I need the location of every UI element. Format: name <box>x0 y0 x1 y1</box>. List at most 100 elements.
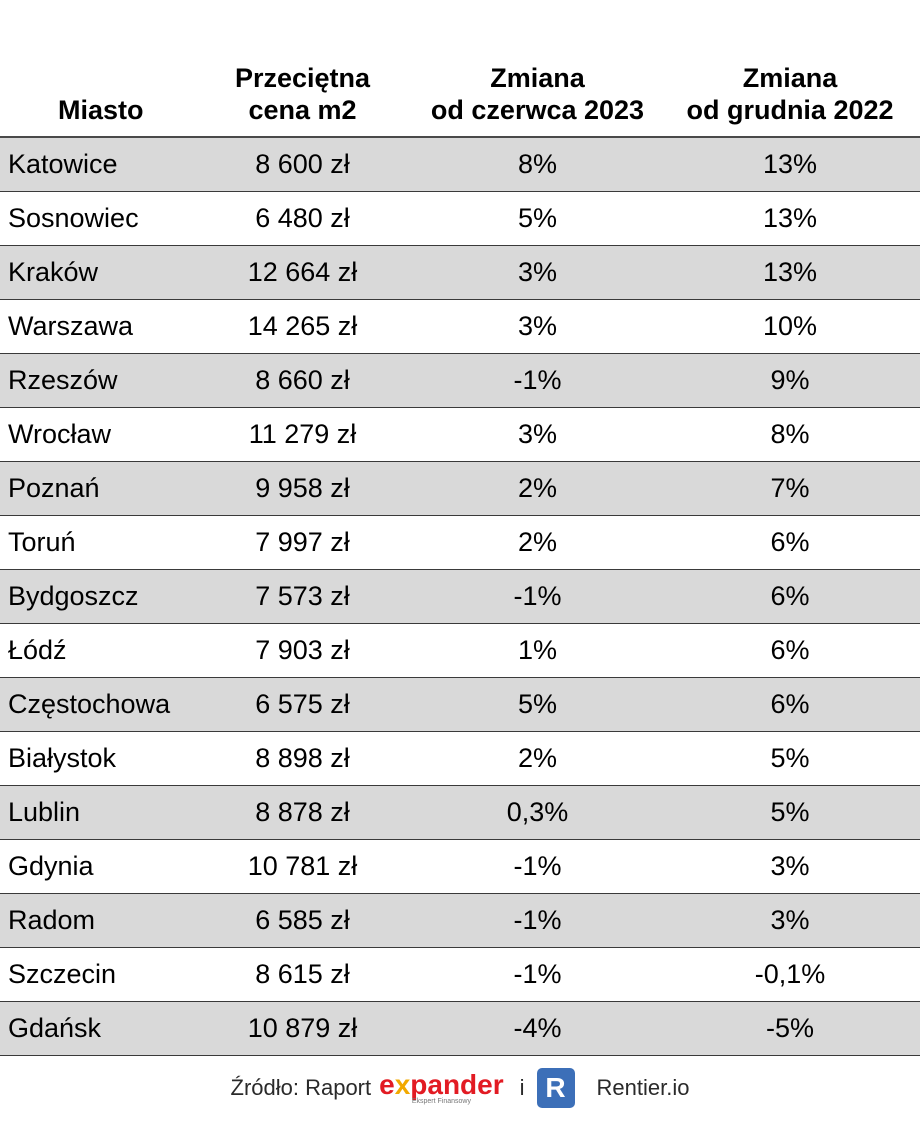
cell-price: 6 585 zł <box>190 893 415 948</box>
cell-change-jun2023: 3% <box>415 299 660 354</box>
cell-price: 8 600 zł <box>190 137 415 192</box>
cell-change-jun2023: 2% <box>415 461 660 516</box>
cell-price: 14 265 zł <box>190 299 415 354</box>
table-row: Gdynia 10 781 zł -1% 3% <box>0 839 920 894</box>
cell-price: 8 878 zł <box>190 785 415 840</box>
cell-price: 9 958 zł <box>190 461 415 516</box>
cell-price: 10 781 zł <box>190 839 415 894</box>
cell-price: 8 660 zł <box>190 353 415 408</box>
header-city: Miasto <box>0 36 190 138</box>
cell-change-dec2022: 6% <box>660 569 920 624</box>
cell-change-jun2023: -1% <box>415 569 660 624</box>
cell-price: 7 997 zł <box>190 515 415 570</box>
cell-city: Kraków <box>0 245 190 300</box>
table-row: Białystok 8 898 zł 2% 5% <box>0 731 920 786</box>
cell-change-dec2022: 8% <box>660 407 920 462</box>
header-change-dec2022-line2: od grudnia 2022 <box>686 95 894 125</box>
cell-city: Bydgoszcz <box>0 569 190 624</box>
cell-change-dec2022: 6% <box>660 623 920 678</box>
expander-wordmark-x: x <box>394 1068 411 1100</box>
cell-change-jun2023: 0,3% <box>415 785 660 840</box>
cell-change-dec2022: 5% <box>660 731 920 786</box>
cell-change-jun2023: 5% <box>415 677 660 732</box>
cell-city: Warszawa <box>0 299 190 354</box>
cell-city: Poznań <box>0 461 190 516</box>
table-row: Gdańsk 10 879 zł -4% -5% <box>0 1001 920 1056</box>
cell-price: 7 903 zł <box>190 623 415 678</box>
cell-city: Białystok <box>0 731 190 786</box>
header-change-dec2022: Zmiana od grudnia 2022 <box>660 36 920 138</box>
cell-price: 10 879 zł <box>190 1001 415 1056</box>
cell-change-dec2022: 13% <box>660 191 920 246</box>
rentier-name: Rentier.io <box>596 1075 690 1100</box>
price-table-container: Miasto Przeciętna cena m2 Zmiana od czer… <box>0 36 920 1056</box>
cell-city: Łódź <box>0 623 190 678</box>
expander-logo: expander Ekspert Finansowy <box>379 1068 504 1106</box>
cell-change-dec2022: -5% <box>660 1001 920 1056</box>
table-row: Poznań 9 958 zł 2% 7% <box>0 461 920 516</box>
cell-change-jun2023: 8% <box>415 137 660 192</box>
header-change-dec2022-line1: Zmiana <box>742 63 838 93</box>
expander-tagline: Ekspert Finansowy <box>411 1097 471 1105</box>
cell-price: 6 575 zł <box>190 677 415 732</box>
table-row: Toruń 7 997 zł 2% 6% <box>0 515 920 570</box>
cell-city: Toruń <box>0 515 190 570</box>
expander-wordmark-rest: pander <box>410 1068 504 1100</box>
cell-change-dec2022: 3% <box>660 893 920 948</box>
cell-change-jun2023: -1% <box>415 947 660 1002</box>
cell-change-dec2022: 7% <box>660 461 920 516</box>
cell-change-dec2022: 6% <box>660 677 920 732</box>
cell-change-dec2022: -0,1% <box>660 947 920 1002</box>
source-label: Źródło: Raport <box>230 1075 372 1100</box>
cell-change-dec2022: 6% <box>660 515 920 570</box>
table-row: Rzeszów 8 660 zł -1% 9% <box>0 353 920 408</box>
table-body: Katowice 8 600 zł 8% 13% Sosnowiec 6 480 zł 5%… <box>0 137 920 1056</box>
cell-city: Gdańsk <box>0 1001 190 1056</box>
cell-city: Radom <box>0 893 190 948</box>
cell-city: Wrocław <box>0 407 190 462</box>
cell-city: Rzeszów <box>0 353 190 408</box>
expander-wordmark: expander <box>379 1068 504 1100</box>
table-row: Szczecin 8 615 zł -1% -0,1% <box>0 947 920 1002</box>
expander-wordmark-e: e <box>379 1068 395 1100</box>
table-row: Lublin 8 878 zł 0,3% 5% <box>0 785 920 840</box>
cell-price: 8 898 zł <box>190 731 415 786</box>
table-row: Radom 6 585 zł -1% 3% <box>0 893 920 948</box>
source-footer: Źródło: Raport expander Ekspert Finansow… <box>0 1060 920 1116</box>
cell-city: Lublin <box>0 785 190 840</box>
cell-change-jun2023: 3% <box>415 245 660 300</box>
cell-city: Sosnowiec <box>0 191 190 246</box>
cell-price: 6 480 zł <box>190 191 415 246</box>
cell-price: 11 279 zł <box>190 407 415 462</box>
cell-price: 8 615 zł <box>190 947 415 1002</box>
cell-city: Szczecin <box>0 947 190 1002</box>
cell-change-dec2022: 9% <box>660 353 920 408</box>
header-price-line1: Przeciętna <box>234 63 371 93</box>
cell-city: Częstochowa <box>0 677 190 732</box>
header-row: Miasto Przeciętna cena m2 Zmiana od czer… <box>0 36 920 138</box>
source-connector: i <box>519 1075 525 1100</box>
table-row: Sosnowiec 6 480 zł 5% 13% <box>0 191 920 246</box>
cell-city: Katowice <box>0 137 190 192</box>
cell-change-dec2022: 13% <box>660 245 920 300</box>
cell-city: Gdynia <box>0 839 190 894</box>
header-price: Przeciętna cena m2 <box>190 36 415 138</box>
cell-change-dec2022: 10% <box>660 299 920 354</box>
cell-change-jun2023: 2% <box>415 515 660 570</box>
cell-change-jun2023: 3% <box>415 407 660 462</box>
cell-change-jun2023: -1% <box>415 353 660 408</box>
table-row: Kraków 12 664 zł 3% 13% <box>0 245 920 300</box>
cell-change-dec2022: 3% <box>660 839 920 894</box>
table-row: Katowice 8 600 zł 8% 13% <box>0 137 920 192</box>
price-table: Miasto Przeciętna cena m2 Zmiana od czer… <box>0 36 920 1056</box>
cell-price: 12 664 zł <box>190 245 415 300</box>
header-city-line2: Miasto <box>58 95 144 125</box>
table-row: Wrocław 11 279 zł 3% 8% <box>0 407 920 462</box>
header-change-jun2023: Zmiana od czerwca 2023 <box>415 36 660 138</box>
header-change-jun2023-line2: od czerwca 2023 <box>430 95 645 125</box>
cell-change-jun2023: 5% <box>415 191 660 246</box>
header-change-jun2023-line1: Zmiana <box>490 63 585 93</box>
table-row: Łódź 7 903 zł 1% 6% <box>0 623 920 678</box>
cell-change-jun2023: 2% <box>415 731 660 786</box>
cell-change-jun2023: 1% <box>415 623 660 678</box>
